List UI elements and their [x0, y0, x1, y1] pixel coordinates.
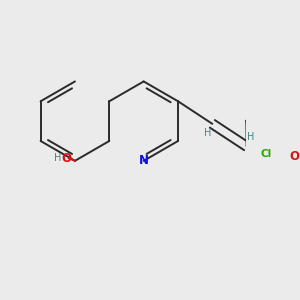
Text: O: O [290, 150, 299, 163]
Text: H: H [248, 132, 255, 142]
Text: O: O [61, 152, 71, 165]
Text: H: H [204, 128, 212, 138]
Text: H: H [54, 153, 62, 163]
Text: Cl: Cl [260, 149, 272, 159]
Text: N: N [139, 154, 149, 167]
